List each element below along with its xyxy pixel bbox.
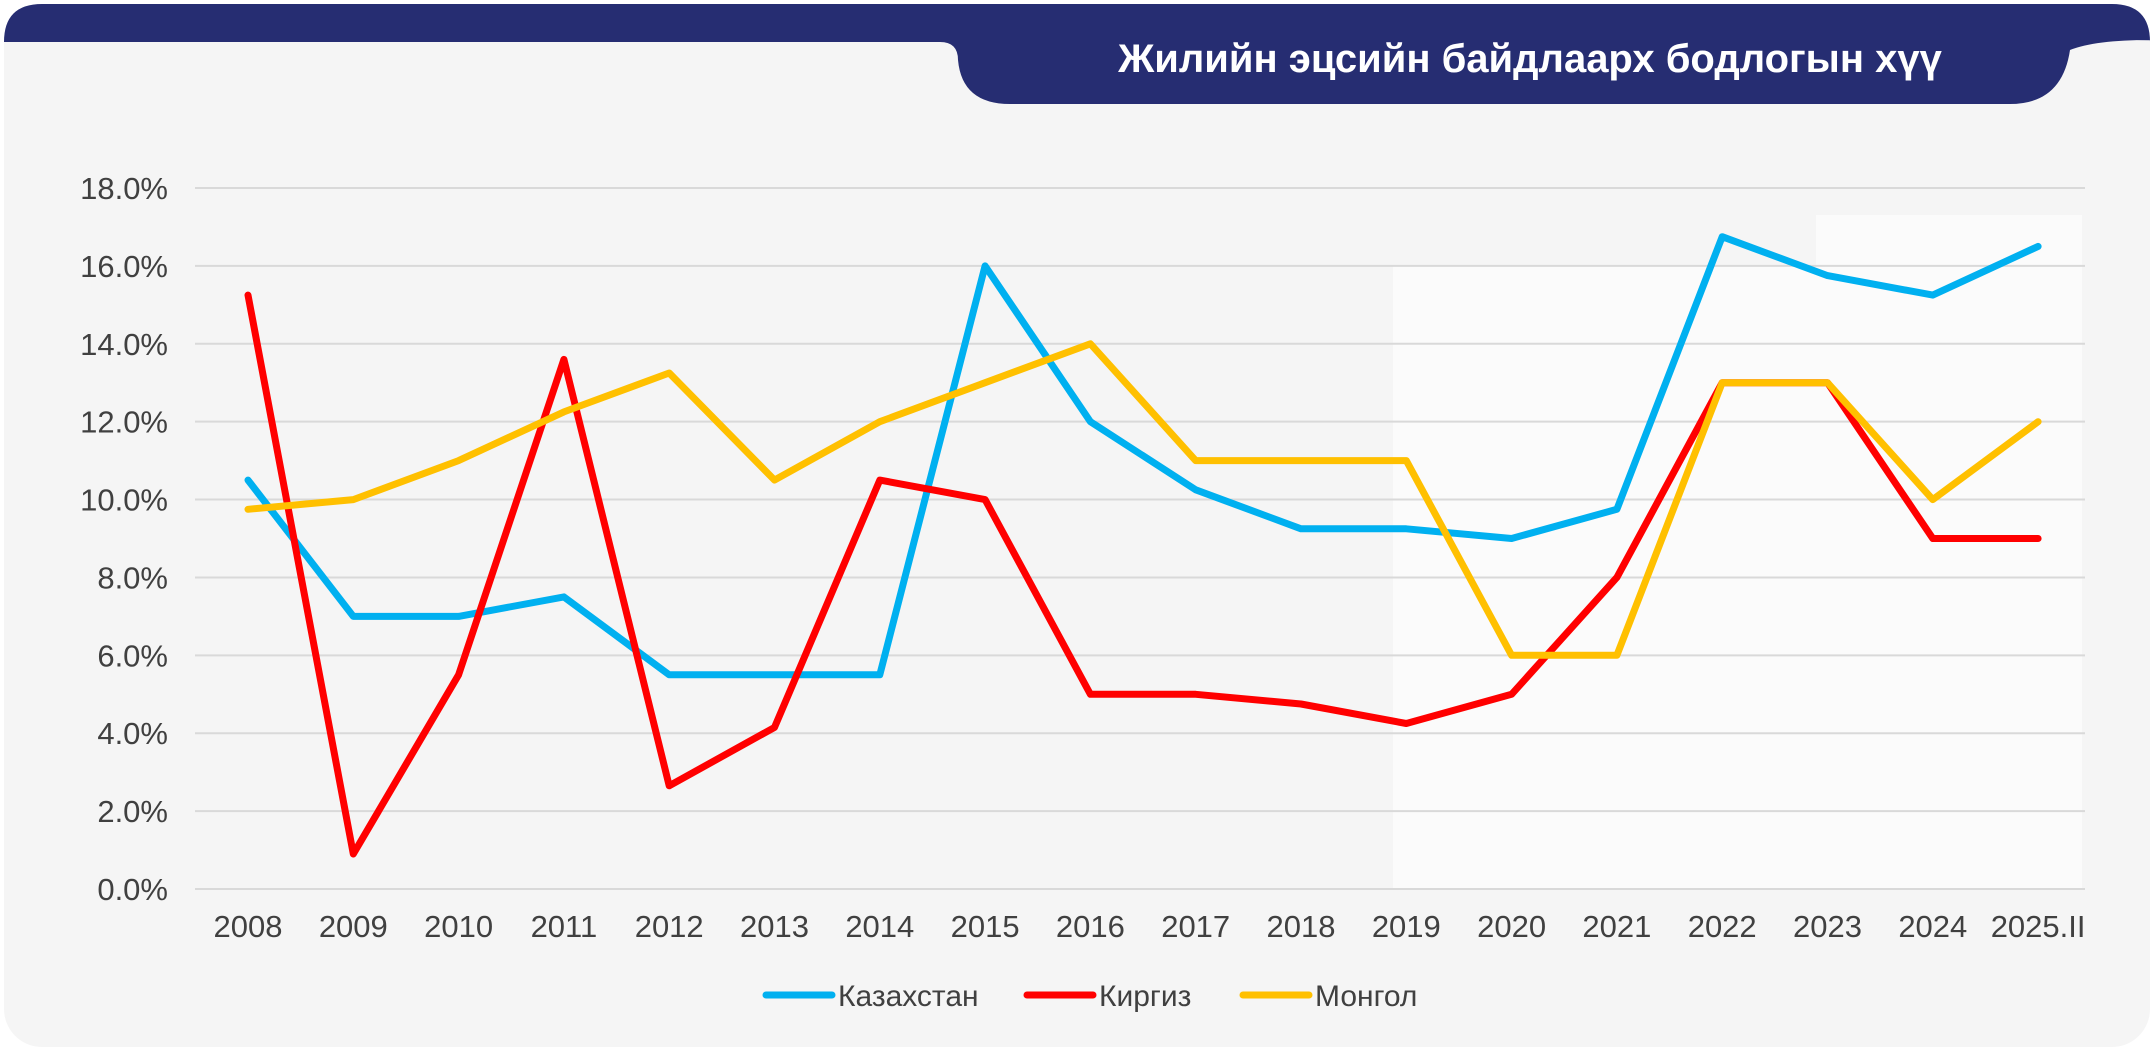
y-tick-label: 4.0% bbox=[97, 716, 168, 751]
highlight-panels bbox=[1393, 215, 2082, 890]
series-line-Казахстан bbox=[244, 233, 2042, 679]
y-tick-label: 18.0% bbox=[80, 171, 168, 206]
header-banner: Жилийн эцсийн байдлаарх бодлогын хүү bbox=[4, 4, 2150, 104]
x-axis-ticks: 2008 2009 2010 2011 2012 2013 2014 2015 2016 2017… bbox=[214, 909, 2086, 944]
y-tick-label: 14.0% bbox=[80, 327, 168, 362]
x-tick-label: 2011 bbox=[531, 909, 598, 944]
series-lines bbox=[244, 233, 2042, 858]
y-tick-label: 6.0% bbox=[97, 638, 168, 673]
x-tick-label: 2008 bbox=[214, 909, 283, 944]
y-tick-label: 0.0% bbox=[97, 872, 168, 907]
legend: Казахстан Киргиз Монгол bbox=[762, 980, 1417, 1013]
x-tick-label: 2021 bbox=[1582, 909, 1651, 944]
x-tick-label: 2017 bbox=[1161, 909, 1230, 944]
x-tick-label: 2010 bbox=[424, 909, 493, 944]
x-tick-label: 2024 bbox=[1898, 909, 1967, 944]
legend-label: Киргиз bbox=[1099, 980, 1191, 1013]
x-tick-label: 2020 bbox=[1477, 909, 1546, 944]
chart-title: Жилийн эцсийн байдлаарх бодлогын хүү bbox=[1117, 37, 1942, 81]
x-tick-label: 2019 bbox=[1372, 909, 1441, 944]
x-tick-label: 2014 bbox=[845, 909, 914, 944]
x-tick-label: 2018 bbox=[1267, 909, 1336, 944]
y-tick-label: 12.0% bbox=[80, 405, 168, 440]
legend-label: Монгол bbox=[1315, 980, 1417, 1013]
x-tick-label: 2016 bbox=[1056, 909, 1125, 944]
legend-label: Казахстан bbox=[838, 980, 979, 1013]
highlight-panel-latest bbox=[1816, 215, 2082, 890]
y-tick-label: 2.0% bbox=[97, 794, 168, 829]
x-tick-label: 2025.II bbox=[1991, 909, 2086, 944]
x-tick-label: 2013 bbox=[740, 909, 809, 944]
x-tick-label: 2022 bbox=[1688, 909, 1757, 944]
x-tick-label: 2015 bbox=[951, 909, 1020, 944]
y-tick-label: 8.0% bbox=[97, 560, 168, 595]
x-tick-label: 2009 bbox=[319, 909, 388, 944]
x-tick-label: 2023 bbox=[1793, 909, 1862, 944]
header-top-strip bbox=[4, 4, 2150, 104]
y-tick-label: 10.0% bbox=[80, 483, 168, 518]
y-axis-ticks: 0.0% 2.0% 4.0% 6.0% 8.0% 10.0% 12.0% 14.0% 16.0%… bbox=[80, 171, 168, 907]
series-line-Монгол bbox=[244, 340, 2042, 659]
x-tick-label: 2012 bbox=[635, 909, 704, 944]
gridlines bbox=[195, 187, 2085, 890]
y-tick-label: 16.0% bbox=[80, 249, 168, 284]
